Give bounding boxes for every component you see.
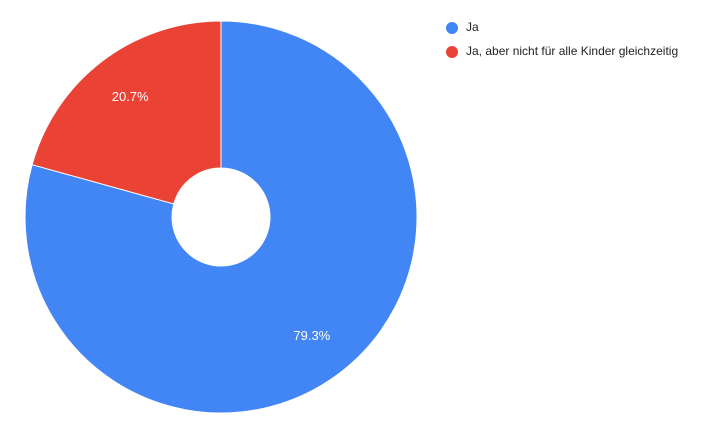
slice — [24, 20, 418, 414]
legend-marker — [446, 22, 458, 34]
slice-label: 79.3% — [293, 328, 330, 343]
legend-marker — [446, 46, 458, 58]
slice — [31, 20, 222, 205]
legend-label: Ja, aber nicht für alle Kinder gleichzei… — [466, 44, 678, 58]
legend-label: Ja — [466, 20, 479, 34]
slice-label: 20.7% — [112, 89, 149, 104]
